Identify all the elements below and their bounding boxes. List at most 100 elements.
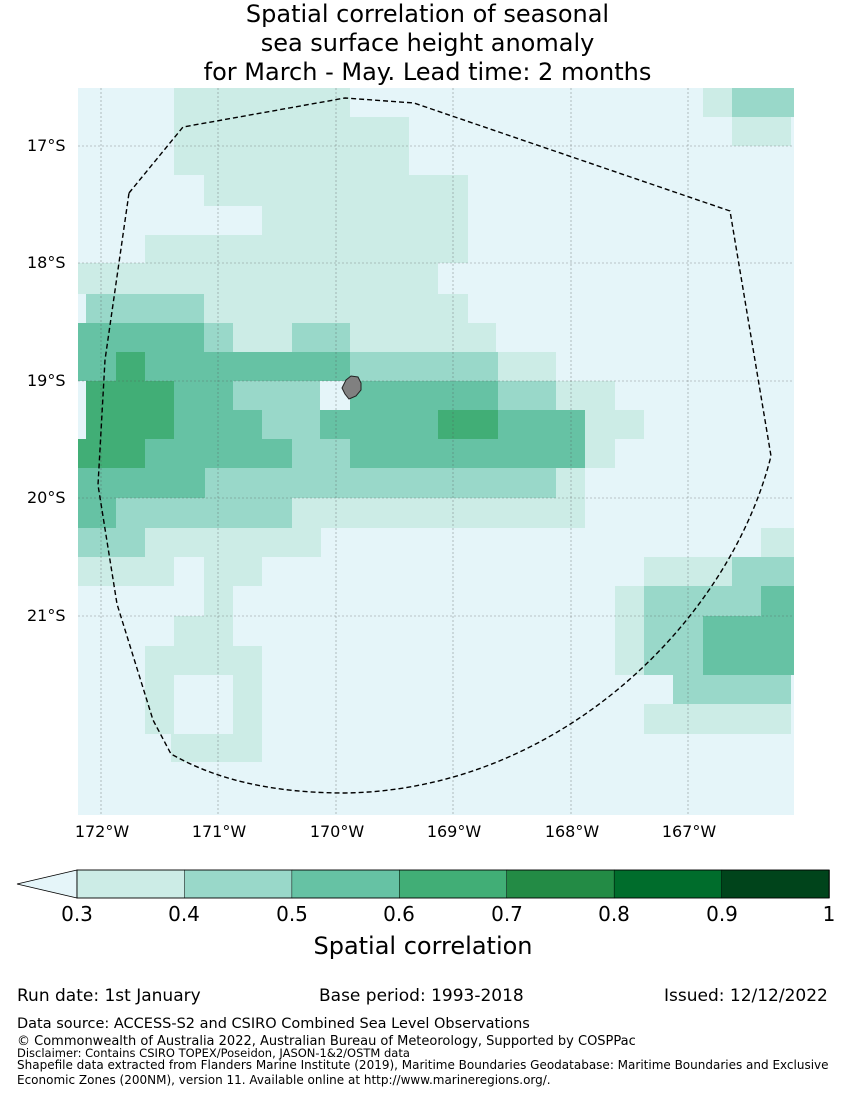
- correlation-cell: [673, 675, 791, 704]
- correlation-cell: [703, 616, 794, 646]
- gridlines: [78, 88, 794, 815]
- correlation-cell: [615, 586, 644, 616]
- correlation-cell: [174, 323, 204, 352]
- lat-label-17s: 17°S: [27, 136, 66, 155]
- correlation-cell: [174, 616, 233, 646]
- correlation-cell: [145, 646, 262, 675]
- correlation-cell: [116, 352, 145, 381]
- maritime-boundary: [97, 97, 772, 794]
- colorbar-tick-1: 0.4: [168, 902, 200, 926]
- correlation-cell: [204, 586, 233, 616]
- colorbar-box-0: [76, 869, 186, 899]
- correlation-cell: [174, 381, 233, 410]
- correlation-cell: [233, 675, 262, 705]
- correlation-cell: [615, 616, 644, 646]
- correlation-cell: [292, 498, 585, 528]
- title-line-3: for March - May. Lead time: 2 months: [203, 58, 652, 86]
- lon-label-170w: 170°W: [309, 822, 365, 841]
- lat-label-20s: 20°S: [27, 488, 66, 507]
- title-line-2: sea surface height anomaly: [260, 29, 595, 57]
- correlation-cell: [262, 206, 468, 235]
- colorbar-box-5: [613, 869, 723, 899]
- correlation-cell: [145, 675, 174, 705]
- shapefile-credit-2: Economic Zones (200NM), version 11. Avai…: [17, 1073, 551, 1087]
- correlation-cell: [171, 734, 262, 762]
- lon-label-169w: 169°W: [426, 822, 482, 841]
- colorbar-tick-5: 0.8: [598, 902, 630, 926]
- lon-label-167w: 167°W: [661, 822, 717, 841]
- correlation-cell: [761, 528, 794, 557]
- colorbar-box-2: [291, 869, 401, 899]
- correlation-cell: [204, 323, 233, 352]
- correlation-cell: [644, 586, 761, 616]
- shapefile-credit-1: Shapefile data extracted from Flanders M…: [17, 1058, 829, 1072]
- correlation-cell: [233, 323, 496, 352]
- correlation-cell: [438, 410, 498, 439]
- colorbar-tick-6: 0.9: [706, 902, 738, 926]
- colorbar-boxes: [76, 869, 830, 899]
- correlation-cell: [703, 88, 732, 117]
- correlation-cell: [174, 117, 409, 146]
- correlation-cell: [145, 439, 292, 468]
- correlation-cell: [78, 468, 205, 498]
- correlation-cell: [703, 646, 794, 675]
- run-date: Run date: 1st January: [17, 986, 201, 1006]
- correlation-cell: [585, 410, 644, 439]
- correlation-cell: [732, 557, 794, 586]
- correlation-cell: [78, 557, 174, 586]
- correlation-cell: [292, 323, 350, 352]
- colorbar-box-4: [506, 869, 615, 899]
- correlation-cell: [556, 439, 585, 468]
- correlation-cell: [292, 439, 350, 468]
- title-line-1: Spatial correlation of seasonal: [245, 0, 610, 28]
- correlation-cell: [145, 235, 468, 263]
- correlation-cell: [174, 146, 409, 175]
- chart-title: Spatial correlation of seasonal sea surf…: [0, 0, 855, 87]
- colorbar-tick-3: 0.6: [383, 902, 415, 926]
- lon-label-172w: 172°W: [74, 822, 130, 841]
- disclaimer: Disclaimer: Contains CSIRO TOPEX/Poseido…: [17, 1046, 410, 1060]
- niue-island: [341, 375, 362, 400]
- correlation-cell: [78, 352, 116, 381]
- colorbar-tick-0: 0.3: [61, 902, 93, 926]
- correlation-cell: [78, 498, 116, 528]
- correlation-cell: [732, 88, 794, 117]
- colorbar-box-6: [721, 869, 830, 899]
- data-source: Data source: ACCESS-S2 and CSIRO Combine…: [17, 1016, 530, 1032]
- correlation-cell: [732, 117, 791, 146]
- correlation-cell: [556, 410, 585, 439]
- correlation-cell: [174, 352, 350, 381]
- correlation-cell: [204, 557, 262, 586]
- colorbar-outline: [76, 869, 830, 899]
- colorbar-tick-7: 1: [822, 902, 836, 926]
- correlation-cell: [761, 586, 794, 616]
- colorbar-tick-2: 0.5: [276, 902, 308, 926]
- correlation-cell: [205, 468, 556, 498]
- correlation-cell: [86, 294, 204, 323]
- correlation-cell: [556, 468, 585, 498]
- correlation-cell: [350, 381, 498, 410]
- colorbar-label: Spatial correlation: [313, 932, 533, 960]
- correlation-cell: [78, 263, 438, 294]
- correlation-cell: [585, 439, 615, 468]
- correlation-cell: [78, 439, 145, 468]
- correlation-cell: [644, 646, 703, 675]
- correlation-cell: [556, 381, 615, 410]
- lat-label-21s: 21°S: [27, 606, 66, 625]
- correlation-cell: [320, 410, 438, 439]
- issued-date: Issued: 12/12/2022: [664, 986, 828, 1006]
- correlation-cell: [498, 352, 556, 381]
- correlation-cell: [262, 410, 320, 439]
- lon-label-168w: 168°W: [544, 822, 600, 841]
- correlation-cell: [78, 323, 174, 352]
- correlation-cell: [498, 381, 556, 410]
- correlation-cell: [644, 616, 703, 646]
- correlation-cell: [145, 528, 321, 557]
- colorbar-tick-4: 0.7: [491, 902, 523, 926]
- correlation-cell: [86, 381, 174, 410]
- correlation-cell: [644, 704, 791, 734]
- correlation-map: [78, 88, 794, 815]
- base-period: Base period: 1993-2018: [319, 986, 524, 1006]
- colorbar-under-arrow: [16, 869, 78, 899]
- correlation-cell: [145, 352, 175, 381]
